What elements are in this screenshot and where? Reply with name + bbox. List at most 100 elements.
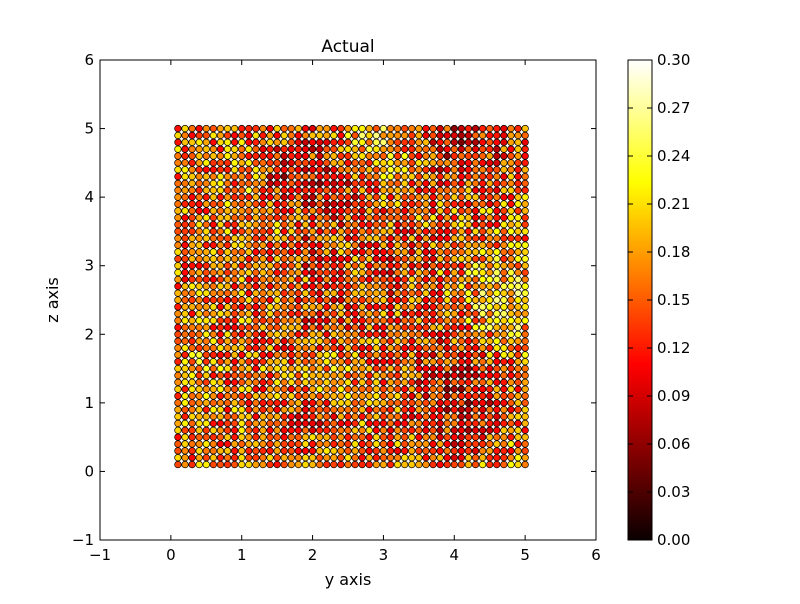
- scatter-point: [253, 400, 260, 407]
- scatter-point: [387, 400, 394, 407]
- scatter-point: [253, 331, 260, 338]
- scatter-point: [401, 187, 408, 194]
- scatter-point: [246, 317, 253, 324]
- scatter-point: [522, 249, 529, 256]
- scatter-point: [274, 153, 281, 160]
- scatter-point: [408, 304, 415, 311]
- scatter-point: [444, 242, 451, 249]
- scatter-point: [238, 194, 245, 201]
- scatter-point: [224, 166, 231, 173]
- scatter-point: [323, 427, 330, 434]
- scatter-point: [486, 262, 493, 269]
- scatter-point: [267, 228, 274, 235]
- scatter-point: [224, 187, 231, 194]
- scatter-point: [309, 304, 316, 311]
- scatter-point: [217, 441, 224, 448]
- scatter-point: [345, 276, 352, 283]
- scatter-point: [501, 160, 508, 167]
- scatter-point: [246, 358, 253, 365]
- scatter-point: [253, 324, 260, 331]
- scatter-point: [359, 310, 366, 317]
- scatter-point: [373, 379, 380, 386]
- scatter-point: [231, 379, 238, 386]
- scatter-point: [295, 139, 302, 146]
- scatter-point: [210, 400, 217, 407]
- scatter-point: [288, 386, 295, 393]
- scatter-point: [260, 228, 267, 235]
- scatter-point: [423, 358, 430, 365]
- scatter-point: [182, 420, 189, 427]
- scatter-point: [522, 180, 529, 187]
- scatter-point: [281, 427, 288, 434]
- scatter-point: [260, 201, 267, 208]
- scatter-point: [260, 166, 267, 173]
- scatter-point: [465, 420, 472, 427]
- scatter-point: [444, 310, 451, 317]
- scatter-point: [288, 132, 295, 139]
- scatter-point: [260, 160, 267, 167]
- scatter-point: [380, 400, 387, 407]
- scatter-point: [394, 400, 401, 407]
- scatter-point: [430, 276, 437, 283]
- scatter-point: [323, 146, 330, 153]
- scatter-point: [345, 441, 352, 448]
- scatter-point: [323, 448, 330, 455]
- scatter-point: [479, 454, 486, 461]
- scatter-point: [359, 365, 366, 372]
- scatter-point: [451, 290, 458, 297]
- scatter-point: [260, 358, 267, 365]
- scatter-point: [345, 400, 352, 407]
- scatter-point: [515, 290, 522, 297]
- scatter-point: [444, 221, 451, 228]
- scatter-point: [309, 283, 316, 290]
- scatter-point: [302, 201, 309, 208]
- scatter-point: [309, 235, 316, 242]
- scatter-point: [246, 372, 253, 379]
- scatter-point: [494, 262, 501, 269]
- scatter-point: [522, 235, 529, 242]
- scatter-point: [331, 132, 338, 139]
- scatter-point: [508, 393, 515, 400]
- scatter-point: [231, 310, 238, 317]
- scatter-point: [302, 413, 309, 420]
- scatter-point: [458, 365, 465, 372]
- scatter-point: [196, 249, 203, 256]
- scatter-point: [380, 358, 387, 365]
- scatter-point: [508, 441, 515, 448]
- colorbar-tick-label: 0.06: [657, 435, 690, 453]
- scatter-point: [295, 235, 302, 242]
- scatter-point: [430, 434, 437, 441]
- scatter-point: [316, 208, 323, 215]
- scatter-point: [494, 358, 501, 365]
- scatter-point: [501, 386, 508, 393]
- scatter-point: [501, 365, 508, 372]
- scatter-point: [288, 434, 295, 441]
- scatter-point: [302, 345, 309, 352]
- scatter-point: [246, 166, 253, 173]
- scatter-point: [472, 208, 479, 215]
- scatter-point: [189, 461, 196, 468]
- scatter-point: [203, 187, 210, 194]
- scatter-point: [394, 365, 401, 372]
- scatter-point: [267, 214, 274, 221]
- scatter-point: [373, 338, 380, 345]
- scatter-point: [366, 406, 373, 413]
- scatter-point: [231, 448, 238, 455]
- scatter-point: [175, 406, 182, 413]
- scatter-point: [508, 256, 515, 263]
- scatter-point: [203, 461, 210, 468]
- scatter-point: [217, 400, 224, 407]
- scatter-point: [231, 461, 238, 468]
- scatter-point: [338, 393, 345, 400]
- scatter-point: [274, 235, 281, 242]
- scatter-point: [458, 166, 465, 173]
- scatter-point: [196, 448, 203, 455]
- scatter-point: [423, 228, 430, 235]
- scatter-point: [366, 125, 373, 132]
- scatter-point: [472, 242, 479, 249]
- scatter-point: [238, 242, 245, 249]
- scatter-point: [423, 256, 430, 263]
- scatter-point: [302, 276, 309, 283]
- scatter-point: [338, 352, 345, 359]
- scatter-point: [515, 146, 522, 153]
